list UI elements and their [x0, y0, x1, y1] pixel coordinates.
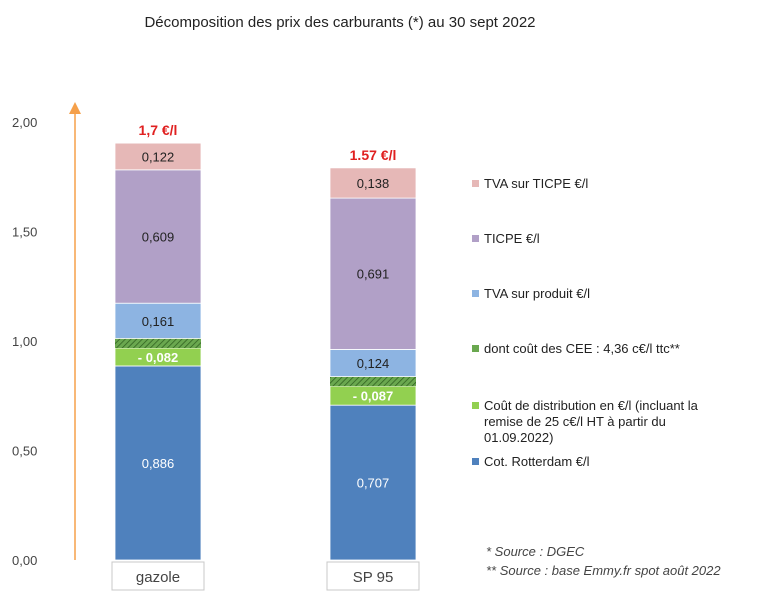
- legend-label: dont coût des CEE : 4,36 c€/l ttc**: [484, 341, 680, 356]
- bar-segment-ticpe: [329, 197, 417, 350]
- y-tick-label: 1,00: [12, 334, 37, 349]
- chart-title: Décomposition des prix des carburants (*…: [144, 14, 536, 31]
- bar-segment-cee: [115, 338, 201, 349]
- legend-label: TVA sur TICPE €/l: [484, 176, 588, 191]
- legend-swatch: [472, 458, 479, 465]
- bar-segment-rotterdam: [114, 365, 202, 561]
- legend-swatch: [472, 235, 479, 242]
- y-axis-arrow-icon: [69, 102, 81, 114]
- category-label: gazole: [136, 569, 180, 586]
- y-tick-label: 1,50: [12, 225, 37, 240]
- total-label: 1,7 €/l: [139, 122, 178, 138]
- y-tick-label: 0,50: [12, 444, 37, 459]
- legend-swatch: [472, 290, 479, 297]
- bar-segment-tva-ticpe: [329, 167, 417, 199]
- legend-label: Coût de distribution en €/l (incluant la…: [484, 398, 699, 445]
- source-note: ** Source : base Emmy.fr spot août 2022: [486, 563, 721, 578]
- bar-segment-tva-produit: [329, 349, 417, 377]
- total-label: 1.57 €/l: [350, 147, 397, 163]
- data-label: 0,138: [357, 176, 390, 191]
- data-label: 0,124: [357, 356, 390, 371]
- legend-swatch: [472, 345, 479, 352]
- data-label: 0,122: [142, 149, 175, 164]
- data-label: - 0,087: [353, 389, 393, 404]
- category-box: [326, 561, 420, 591]
- source-note: * Source : DGEC: [486, 544, 585, 559]
- y-tick-label: 0,00: [12, 553, 37, 568]
- legend-label: TICPE €/l: [484, 231, 540, 246]
- legend-swatch: [472, 402, 479, 409]
- category-label: SP 95: [353, 569, 394, 586]
- data-label: 0,609: [142, 230, 175, 245]
- y-tick-label: 2,00: [12, 115, 37, 130]
- legend-swatch: [472, 180, 479, 187]
- bar-segment-tva-ticpe: [114, 142, 202, 171]
- legend-label: TVA sur produit €/l: [484, 286, 590, 301]
- data-label: 0,691: [357, 267, 390, 282]
- bar-segment-cee: [330, 376, 416, 387]
- data-label: - 0,082: [138, 350, 178, 365]
- data-label: 0,886: [142, 456, 175, 471]
- data-label: 0,161: [142, 314, 175, 329]
- bar-segment-ticpe: [114, 169, 202, 304]
- category-box: [111, 561, 205, 591]
- legend-label: Cot. Rotterdam €/l: [484, 454, 590, 469]
- data-label: 0,707: [357, 476, 390, 491]
- bar-segment-rotterdam: [329, 404, 417, 561]
